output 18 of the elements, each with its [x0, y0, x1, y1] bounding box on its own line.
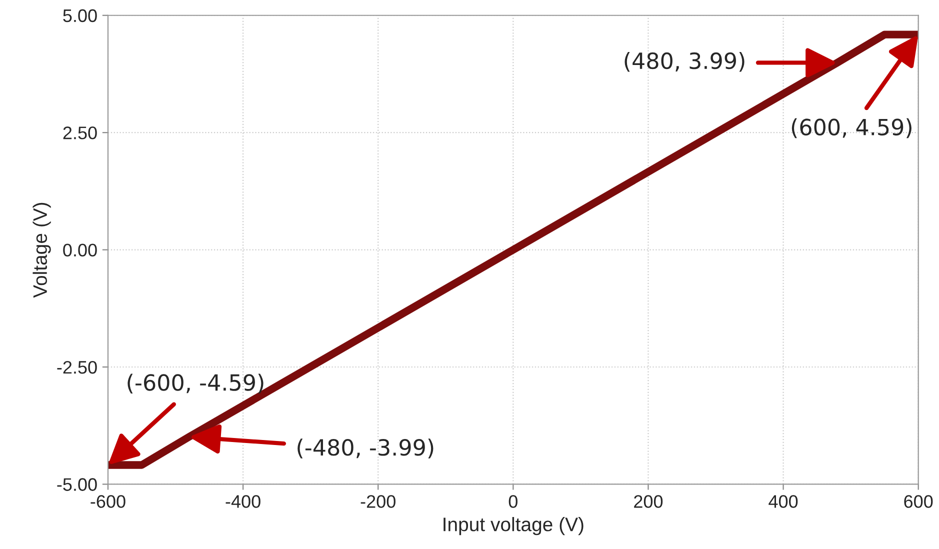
annotation: (600, 4.59) — [792, 118, 912, 138]
x-tick-label: 200 — [634, 495, 663, 508]
y-tick-label: 0.00 — [63, 244, 97, 257]
annotation: (-480, -3.99) — [298, 438, 434, 458]
y-axis-title: Voltage (V) — [32, 202, 51, 298]
x-tick-label: -600 — [90, 495, 126, 508]
y-tick-label: 5.00 — [63, 9, 97, 22]
x-tick-label: 600 — [904, 495, 933, 508]
annotation: (480, 3.99) — [624, 52, 744, 72]
x-tick-label: 0 — [508, 495, 518, 508]
annotation: (-600, -4.59) — [128, 374, 264, 394]
y-tick-label: -2.50 — [57, 360, 97, 374]
x-tick-label: -400 — [226, 495, 260, 508]
x-axis-title: Input voltage (V) — [444, 517, 584, 536]
y-tick-label: 2.50 — [63, 126, 97, 140]
x-tick-label: 400 — [768, 495, 798, 508]
y-tick-label: -5.00 — [57, 478, 97, 491]
x-tick-label: -200 — [360, 495, 396, 508]
